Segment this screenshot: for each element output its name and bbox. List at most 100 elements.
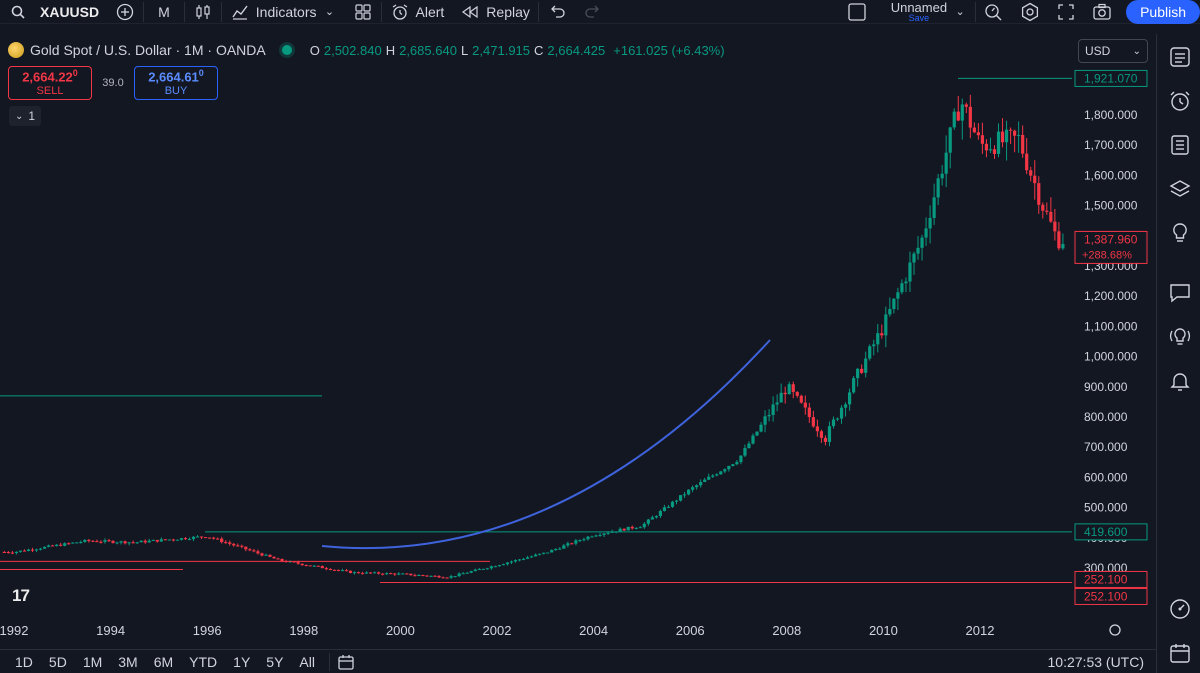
candle-body xyxy=(71,542,75,544)
chevron-down-icon[interactable]: ⌄ xyxy=(324,6,335,18)
candle-body xyxy=(187,539,192,541)
snapshot-button[interactable] xyxy=(1084,0,1120,24)
legend-title[interactable]: Gold Spot / U.S. Dollar · 1M · OANDA xyxy=(30,42,266,58)
undo-button[interactable] xyxy=(539,0,575,24)
time-tick-label: 1992 xyxy=(0,623,28,638)
chat-button[interactable] xyxy=(1167,280,1193,306)
redo-icon xyxy=(583,2,603,22)
candle-body xyxy=(497,565,502,567)
range-5y[interactable]: 5Y xyxy=(266,653,284,670)
price-chart[interactable]: 1,800.0001,700.0001,600.0001,500.0001,40… xyxy=(0,34,1150,644)
low-price-label[interactable]: 252.100 xyxy=(1074,570,1148,588)
price-tick-label: 1,200.000 xyxy=(1084,289,1138,303)
candle-body xyxy=(703,479,707,482)
calendar-icon xyxy=(1170,644,1190,663)
candle-body xyxy=(348,570,353,574)
quick-search-button[interactable] xyxy=(976,0,1012,24)
broadcast-bulb-icon xyxy=(1170,328,1190,345)
candle-body xyxy=(723,469,727,472)
settings-button[interactable] xyxy=(1012,0,1048,24)
compare-button[interactable] xyxy=(107,0,143,24)
indicators-button[interactable]: Indicators ⌄ xyxy=(222,0,345,24)
candle-body xyxy=(928,217,932,229)
candle-body xyxy=(139,540,143,543)
range-1d[interactable]: 1D xyxy=(15,653,33,670)
candle-body xyxy=(163,539,167,541)
layers-button[interactable] xyxy=(1167,176,1193,202)
range-ytd[interactable]: YTD xyxy=(189,653,218,670)
parabolic-curve-drawing[interactable] xyxy=(321,339,771,550)
low-value: 2,471.915 xyxy=(472,42,531,58)
symbol-search[interactable]: XAUUSD xyxy=(0,0,107,24)
calendar-button[interactable] xyxy=(1167,640,1193,666)
candle-body xyxy=(336,569,341,571)
templates-button[interactable] xyxy=(345,0,381,24)
last-price-label[interactable]: 1,387.960 xyxy=(1074,230,1148,264)
candle-body xyxy=(10,552,14,554)
sell-button[interactable]: 2,664.220 SELL xyxy=(8,66,92,100)
candle-body xyxy=(304,565,308,567)
support-price-label[interactable]: 419.600 xyxy=(1074,523,1148,541)
sell-price: 2,664.220 xyxy=(22,68,78,85)
candle-body xyxy=(397,573,401,575)
candle-body xyxy=(666,506,671,508)
candle-body xyxy=(481,568,485,570)
object-tree-button[interactable] xyxy=(1167,132,1193,158)
low-price-label-2[interactable]: 252.100 xyxy=(1074,587,1148,605)
watchlist-button[interactable] xyxy=(1167,44,1193,70)
range-6m[interactable]: 6M xyxy=(153,653,174,670)
ideas-button[interactable] xyxy=(1167,220,1193,246)
layout-save[interactable]: Save xyxy=(908,12,930,23)
alert-button[interactable]: Alert xyxy=(382,0,453,24)
notifications-button[interactable] xyxy=(1167,368,1193,394)
candle-body xyxy=(783,392,787,395)
publish-button[interactable]: Publish xyxy=(1126,0,1200,24)
interval-button[interactable]: M xyxy=(144,0,184,24)
toolbar-divider xyxy=(328,652,330,671)
indicators-collapse-button[interactable]: ⌄ 1 xyxy=(9,106,41,126)
candle-body xyxy=(691,487,695,490)
candle-body xyxy=(707,476,711,480)
change-value: +161.025 (+6.43%) xyxy=(613,42,725,58)
calendar-goto-icon[interactable] xyxy=(336,652,356,672)
currency-select[interactable]: USD ⌄ xyxy=(1078,39,1148,63)
candle-body xyxy=(151,539,155,541)
candle-body xyxy=(453,576,457,578)
low-price-label-text: 252.100 xyxy=(1084,572,1128,586)
candle-body xyxy=(381,573,385,575)
fullscreen-button[interactable] xyxy=(1048,0,1084,24)
range-1m[interactable]: 1M xyxy=(82,653,103,670)
dom-button[interactable] xyxy=(1167,596,1193,622)
candle-body xyxy=(662,507,667,511)
range-5d[interactable]: 5D xyxy=(48,653,67,670)
candle-body xyxy=(771,404,775,415)
candle-body xyxy=(389,573,393,575)
candle-body xyxy=(699,481,703,486)
candle-body xyxy=(248,549,252,551)
chevron-down-icon[interactable]: ⌄ xyxy=(955,6,965,18)
range-all[interactable]: All xyxy=(299,653,315,670)
range-1y[interactable]: 1Y xyxy=(233,653,251,670)
candle-body xyxy=(558,548,562,550)
candle-body xyxy=(916,247,920,254)
candle-body xyxy=(6,552,10,554)
candle-body xyxy=(328,568,332,570)
alerts-button[interactable] xyxy=(1167,88,1193,114)
candle-body xyxy=(996,131,1001,154)
candle-body xyxy=(626,526,630,531)
candle-body xyxy=(972,127,976,133)
replay-button[interactable]: Replay xyxy=(452,0,538,24)
high-price-label[interactable]: 1,921.070 xyxy=(1074,69,1148,87)
range-3m[interactable]: 3M xyxy=(118,653,138,670)
redo-button[interactable] xyxy=(575,0,611,24)
chart-pane[interactable]: 1,800.0001,700.0001,600.0001,500.0001,40… xyxy=(0,34,1150,644)
chart-type-button[interactable] xyxy=(185,0,221,24)
layout-menu[interactable]: Unnamed Save ⌄ xyxy=(839,0,975,24)
axis-settings-gear-icon[interactable] xyxy=(1109,624,1121,636)
signals-button[interactable] xyxy=(1167,324,1193,350)
utc-clock[interactable]: 10:27:53 (UTC) xyxy=(1047,654,1144,670)
candle-body xyxy=(860,368,864,373)
candle-body xyxy=(779,392,783,403)
candle-body xyxy=(868,346,872,359)
buy-button[interactable]: 2,664.610 BUY xyxy=(134,66,218,100)
